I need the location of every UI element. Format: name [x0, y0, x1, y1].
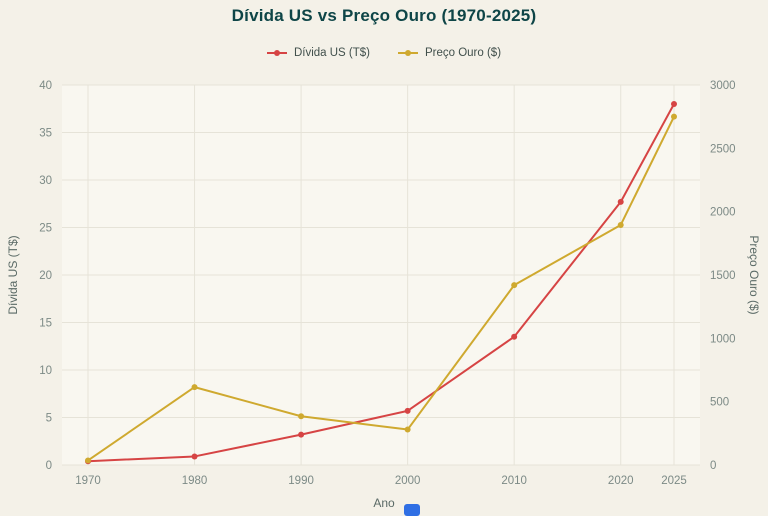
- svg-text:15: 15: [39, 318, 52, 330]
- legend-dot-preco-ouro: [404, 50, 411, 56]
- svg-text:10: 10: [39, 365, 52, 377]
- right-axis-title: Preço Ouro ($): [747, 235, 761, 315]
- legend-label-divida-us: Dívida US (T$): [293, 47, 370, 59]
- chart-title: Dívida US vs Preço Ouro (1970-2025): [231, 6, 537, 25]
- svg-text:2025: 2025: [661, 475, 687, 487]
- legend: Dívida US (T$) Preço Ouro ($): [0, 47, 768, 59]
- svg-text:3000: 3000: [710, 80, 736, 92]
- svg-text:1980: 1980: [182, 475, 208, 487]
- partial-blue-badge: [404, 504, 420, 516]
- svg-text:2000: 2000: [395, 475, 421, 487]
- svg-text:40: 40: [39, 80, 52, 92]
- svg-text:1990: 1990: [288, 475, 314, 487]
- svg-text:25: 25: [39, 223, 52, 235]
- legend-label-preco-ouro: Preço Ouro ($): [424, 47, 502, 59]
- svg-text:1000: 1000: [710, 333, 736, 345]
- svg-text:30: 30: [39, 175, 52, 187]
- svg-text:20: 20: [39, 270, 52, 282]
- svg-text:500: 500: [710, 397, 729, 409]
- svg-text:2010: 2010: [501, 475, 527, 487]
- left-axis-title: Dívida US (T$): [6, 235, 20, 315]
- svg-text:2020: 2020: [608, 475, 634, 487]
- svg-text:0: 0: [710, 460, 716, 472]
- svg-text:2500: 2500: [710, 143, 736, 155]
- svg-text:1970: 1970: [75, 475, 101, 487]
- svg-text:1500: 1500: [710, 270, 736, 282]
- legend-item-preco-ouro[interactable]: Preço Ouro ($): [397, 47, 502, 59]
- legend-dot-divida-us: [273, 50, 280, 56]
- legend-marker-divida-us: [266, 50, 287, 56]
- svg-text:35: 35: [39, 128, 52, 140]
- x-axis-title: Ano: [373, 496, 395, 510]
- svg-text:0: 0: [46, 460, 52, 472]
- legend-item-divida-us[interactable]: Dívida US (T$): [266, 47, 370, 59]
- legend-marker-preco-ouro: [397, 50, 418, 56]
- svg-text:2000: 2000: [710, 207, 736, 219]
- svg-text:5: 5: [46, 413, 52, 425]
